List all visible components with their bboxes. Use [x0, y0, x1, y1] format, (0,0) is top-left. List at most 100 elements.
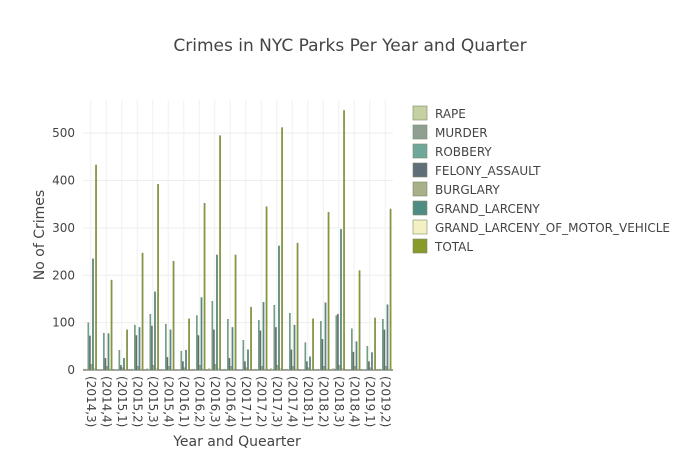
bar-grand-larceny — [216, 255, 217, 370]
y-tick-label: 300 — [52, 221, 75, 235]
y-tick-label: 0 — [67, 363, 75, 377]
bar-total — [95, 165, 96, 370]
bar-grand-larceny-of-motor-vehicle — [202, 369, 203, 370]
bar-felony-assault — [198, 335, 199, 370]
x-tick-label: (2019,2) — [378, 376, 392, 427]
x-tick-label: (2016,4) — [223, 376, 237, 427]
bar-burglary — [246, 368, 247, 370]
bar-grand-larceny-of-motor-vehicle — [342, 369, 343, 370]
y-tick-label: 400 — [52, 174, 75, 188]
bar-burglary — [153, 365, 154, 370]
bar-grand-larceny-of-motor-vehicle — [109, 369, 110, 370]
y-tick-label: 100 — [52, 316, 75, 330]
x-tick-label: (2016,3) — [208, 376, 222, 427]
bar-grand-larceny — [185, 350, 186, 370]
x-tick-label: (2014,4) — [99, 376, 113, 427]
bar-robbery — [258, 320, 259, 370]
y-tick-label: 500 — [52, 126, 75, 140]
bar-robbery — [305, 343, 306, 370]
bar-burglary — [354, 366, 355, 370]
x-tick-label: (2017,1) — [239, 376, 253, 427]
bar-total — [359, 271, 360, 370]
bar-robbery — [212, 301, 213, 370]
bar-robbery — [351, 329, 352, 370]
bar-total — [204, 203, 205, 370]
bar-total — [297, 243, 298, 370]
bar-grand-larceny-of-motor-vehicle — [264, 369, 265, 370]
bars — [85, 110, 392, 370]
x-tick-label: (2015,3) — [146, 376, 160, 427]
bar-total — [266, 207, 267, 370]
x-tick-label: (2017,4) — [285, 376, 299, 427]
bar-felony-assault — [306, 361, 307, 370]
bar-total — [390, 209, 391, 370]
bar-grand-larceny — [170, 330, 171, 370]
bar-total — [235, 255, 236, 370]
legend-label: TOTAL — [434, 240, 473, 254]
x-tick-label: (2018,1) — [301, 376, 315, 427]
bar-felony-assault — [151, 326, 152, 370]
x-tick-label: (2015,2) — [130, 376, 144, 427]
bar-grand-larceny-of-motor-vehicle — [280, 369, 281, 370]
bar-grand-larceny-of-motor-vehicle — [326, 369, 327, 370]
x-tick-label: (2015,1) — [115, 376, 129, 427]
bar-total — [374, 318, 375, 370]
bar-burglary — [323, 366, 324, 370]
bar-burglary — [106, 366, 107, 370]
bar-robbery — [289, 313, 290, 370]
bar-grand-larceny-of-motor-vehicle — [295, 369, 296, 370]
bar-total — [111, 280, 112, 370]
bar-total — [312, 319, 313, 370]
legend-swatch — [413, 182, 427, 196]
gridlines — [83, 100, 393, 370]
bar-total — [328, 212, 329, 370]
legend-swatch — [413, 125, 427, 139]
bar-felony-assault — [229, 358, 230, 370]
legend-label: FELONY_ASSAULT — [435, 164, 541, 178]
x-tick-label: (2019,1) — [363, 376, 377, 427]
bar-rape — [286, 369, 287, 370]
x-tick-label: (2017,3) — [270, 376, 284, 427]
bar-robbery — [150, 314, 151, 370]
y-tick-label: 200 — [52, 268, 75, 282]
bar-felony-assault — [384, 330, 385, 370]
bar-burglary — [261, 366, 262, 370]
bar-grand-larceny-of-motor-vehicle — [171, 369, 172, 370]
bar-grand-larceny — [325, 303, 326, 370]
legend-swatch — [413, 144, 427, 158]
bar-robbery — [243, 340, 244, 370]
legend-label: GRAND_LARCENY — [435, 202, 540, 216]
legend-label: ROBBERY — [435, 145, 492, 159]
bar-rape — [209, 369, 210, 370]
bar-grand-larceny-of-motor-vehicle — [218, 369, 219, 370]
x-tick-label: (2018,3) — [332, 376, 346, 427]
x-axis-label: Year and Quearter — [172, 434, 301, 450]
bar-burglary — [292, 366, 293, 370]
bar-rape — [131, 369, 132, 370]
x-tick-label: (2016,2) — [192, 376, 206, 427]
bar-burglary — [199, 365, 200, 370]
bar-felony-assault — [89, 336, 90, 370]
bar-grand-larceny — [309, 357, 310, 370]
bar-burglary — [168, 366, 169, 370]
bar-rape — [317, 369, 318, 370]
legend-swatch — [413, 201, 427, 215]
x-tick-label: (2016,1) — [177, 376, 191, 427]
bar-felony-assault — [120, 365, 121, 370]
legend-swatch — [413, 220, 427, 234]
bar-robbery — [320, 321, 321, 370]
bar-grand-larceny — [371, 352, 372, 370]
bar-grand-larceny — [201, 298, 202, 370]
bar-grand-larceny — [278, 246, 279, 370]
bar-robbery — [88, 323, 89, 370]
bar-grand-larceny — [356, 342, 357, 370]
bar-burglary — [91, 364, 92, 370]
bar-grand-larceny-of-motor-vehicle — [233, 369, 234, 370]
bar-felony-assault — [105, 358, 106, 370]
bar-total — [219, 136, 220, 370]
bar-murder — [334, 369, 335, 370]
bar-felony-assault — [136, 335, 137, 370]
bar-rape — [193, 369, 194, 370]
bar-grand-larceny — [139, 327, 140, 370]
